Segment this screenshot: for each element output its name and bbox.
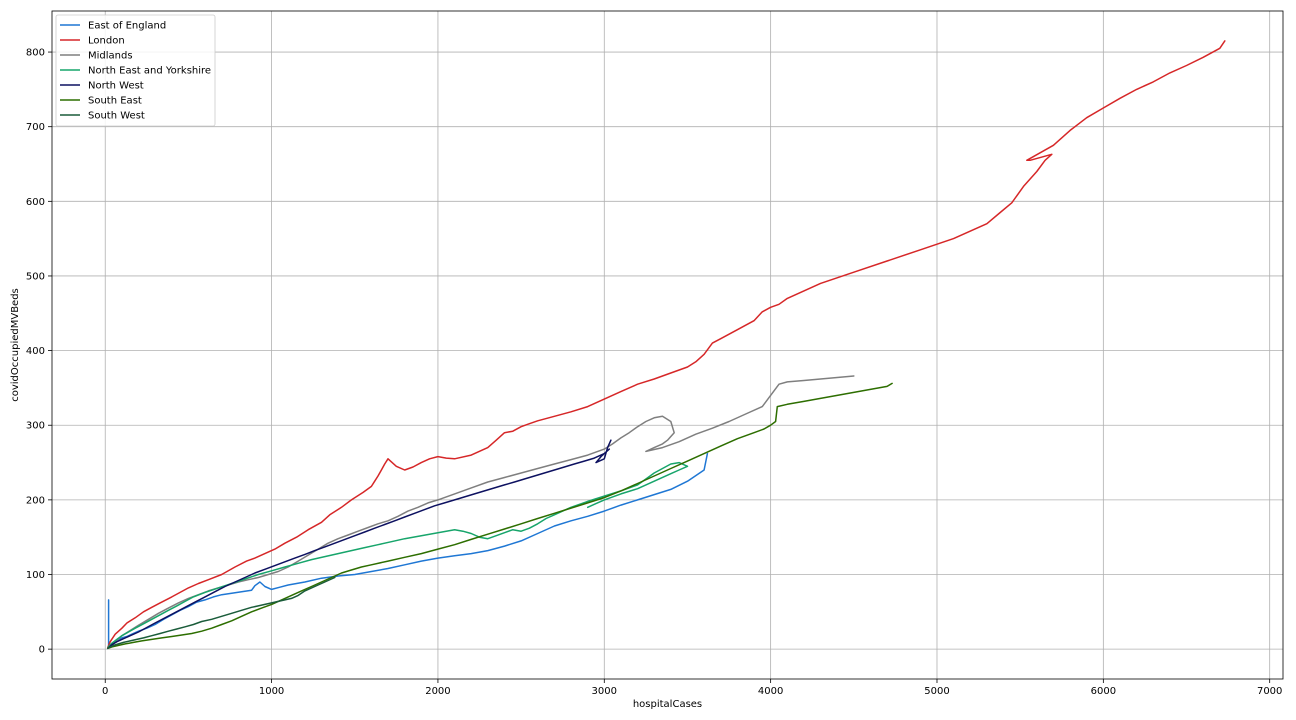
legend-entry: South West	[88, 111, 145, 122]
series-line-south-west	[106, 576, 336, 650]
y-tick-label: 0	[39, 645, 45, 656]
x-axis: 0 1000 2000 3000 4000 5000 6000 7000	[102, 679, 1282, 697]
legend-entry: South East	[88, 96, 142, 107]
x-tick-label: 7000	[1257, 686, 1282, 697]
y-tick-label: 400	[26, 346, 45, 357]
x-axis-label: hospitalCases	[633, 699, 702, 710]
legend-entry: Midlands	[88, 51, 133, 62]
x-tick-label: 3000	[592, 686, 617, 697]
legend-entry: North East and Yorkshire	[88, 66, 211, 77]
y-tick-label: 800	[26, 48, 45, 59]
series-line-london	[106, 40, 1226, 649]
x-tick-label: 1000	[259, 686, 284, 697]
legend-entry: London	[88, 36, 125, 47]
series-line-north-west	[107, 439, 612, 649]
x-tick-label: 0	[102, 686, 108, 697]
x-tick-label: 2000	[425, 686, 450, 697]
plot-frame	[51, 10, 1284, 680]
series-layer	[106, 40, 1226, 650]
legend-entry: North West	[88, 81, 144, 92]
series-line-south-east	[106, 382, 893, 650]
x-tick-label: 6000	[1091, 686, 1116, 697]
y-axis: 0 100 200 300 400 500 600 700 800	[26, 48, 52, 656]
y-tick-label: 300	[26, 421, 45, 432]
y-tick-label: 500	[26, 271, 45, 282]
y-tick-label: 100	[26, 570, 45, 581]
x-tick-label: 5000	[924, 686, 949, 697]
series-line-north-east-and-yorkshire	[107, 461, 689, 648]
y-tick-label: 600	[26, 197, 45, 208]
x-tick-label: 4000	[758, 686, 783, 697]
y-tick-label: 200	[26, 495, 45, 506]
y-axis-label: covidOccupiedMVBeds	[10, 288, 21, 402]
y-tick-label: 700	[26, 122, 45, 133]
legend-box	[55, 14, 216, 127]
legend: East of England London Midlands North East …	[55, 14, 216, 127]
grid	[52, 11, 1283, 679]
legend-entry: East of England	[88, 21, 166, 32]
